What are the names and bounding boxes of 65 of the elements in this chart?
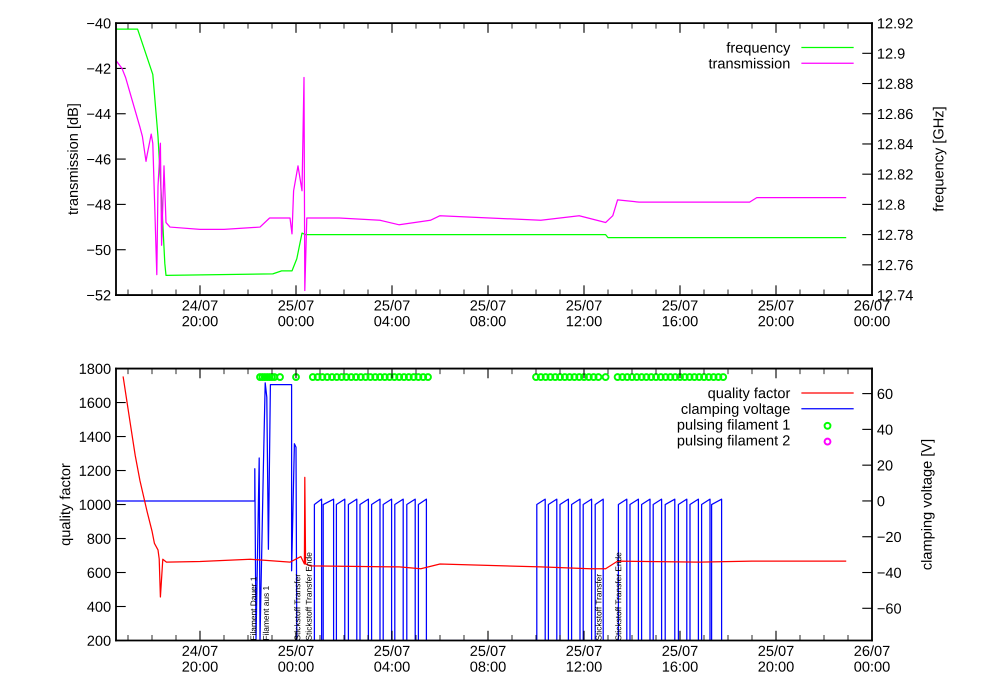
x-tick-label: 26/07 00:00 xyxy=(854,300,890,326)
x-tick-label: 25/07 04:00 xyxy=(374,645,410,672)
y-tick-label: 600 xyxy=(88,568,111,578)
y-tick-label: 1200 xyxy=(80,466,111,476)
y2-tick-label: −40 xyxy=(878,568,902,578)
y-tick-label: 200 xyxy=(88,636,111,646)
x-tick-label: 25/07 08:00 xyxy=(470,300,506,326)
x-tick-label: 24/07 20:00 xyxy=(182,300,218,326)
x-tick-label: 25/07 16:00 xyxy=(662,645,698,672)
legend-label: pulsing filament 2 xyxy=(678,434,790,448)
y2-tick-label: 20 xyxy=(878,460,893,471)
y-tick-label: −50 xyxy=(87,244,111,256)
y2-tick-label: 12.82 xyxy=(878,169,913,180)
legend-label: transmission xyxy=(708,58,790,69)
y2-tick-label: −60 xyxy=(878,603,902,614)
x-tick-label: 25/07 12:00 xyxy=(566,645,602,672)
x-tick-label: 25/07 12:00 xyxy=(566,300,602,326)
x-tick-label: 25/07 20:00 xyxy=(758,645,794,672)
x-tick-label: 25/07 04:00 xyxy=(374,300,410,326)
y2-axis-title: frequency [GHz] xyxy=(932,107,946,212)
y-tick-label: −42 xyxy=(87,64,110,74)
y-tick-label: 1000 xyxy=(80,500,111,510)
y-tick-label: −52 xyxy=(87,290,110,300)
y2-tick-label: 40 xyxy=(877,424,893,435)
x-tick-label: 26/07 00:00 xyxy=(854,645,890,672)
annotation: Stickstoff Transfer xyxy=(294,574,300,640)
legend-label: quality factor xyxy=(708,388,790,402)
y2-tick-label: −20 xyxy=(878,532,902,542)
x-tick-label: 25/07 20:00 xyxy=(758,300,794,326)
y2-tick-label: 0 xyxy=(877,496,884,506)
y-axis-title: quality factor xyxy=(60,463,74,546)
annotation: Stickstoff Transfer xyxy=(595,574,602,640)
annotation: Filament Dauer 1 xyxy=(250,576,256,640)
y-tick-label: 1400 xyxy=(80,432,111,442)
x-tick-label: 25/07 08:00 xyxy=(470,645,506,672)
y2-axis-title: clamping voltage [V] xyxy=(921,440,935,570)
y2-tick-label: 12.84 xyxy=(878,139,913,150)
x-tick-label: 25/07 00:00 xyxy=(278,300,314,326)
legend-label: pulsing filament 1 xyxy=(678,419,790,433)
y-axis-title: transmission [dB] xyxy=(67,104,81,215)
x-tick-label: 25/07 00:00 xyxy=(278,645,314,672)
y2-tick-label: 12.92 xyxy=(878,18,913,29)
annotation: Stickstoff Transfer Ende xyxy=(615,552,622,640)
y-tick-label: 1800 xyxy=(80,364,111,374)
y-tick-label: −40 xyxy=(87,18,111,29)
x-tick-label: 25/07 16:00 xyxy=(662,300,698,326)
legend-label: clamping voltage xyxy=(682,403,790,417)
y2-tick-label: 12.78 xyxy=(878,230,913,240)
y-tick-label: 1600 xyxy=(80,398,111,408)
legend-label: frequency xyxy=(726,42,790,56)
y2-tick-label: 12.74 xyxy=(878,290,913,300)
y-tick-label: 400 xyxy=(87,602,111,612)
y-tick-label: −48 xyxy=(87,200,111,210)
y2-tick-label: 60 xyxy=(878,388,893,400)
y2-tick-label: 12.86 xyxy=(878,108,913,120)
y2-tick-label: 12.8 xyxy=(878,200,905,210)
y-tick-label: −44 xyxy=(87,109,111,120)
y2-tick-label: 12.88 xyxy=(878,78,913,89)
x-tick-label: 24/07 20:00 xyxy=(182,645,218,672)
y2-tick-label: 12.76 xyxy=(878,260,913,270)
y2-tick-label: 12.9 xyxy=(878,48,905,59)
annotation: Filament aus 1 xyxy=(262,586,269,640)
annotation: Stickstoff Transfer Ende xyxy=(306,552,312,640)
y-tick-label: −46 xyxy=(87,154,110,165)
y-tick-label: 800 xyxy=(87,534,111,544)
